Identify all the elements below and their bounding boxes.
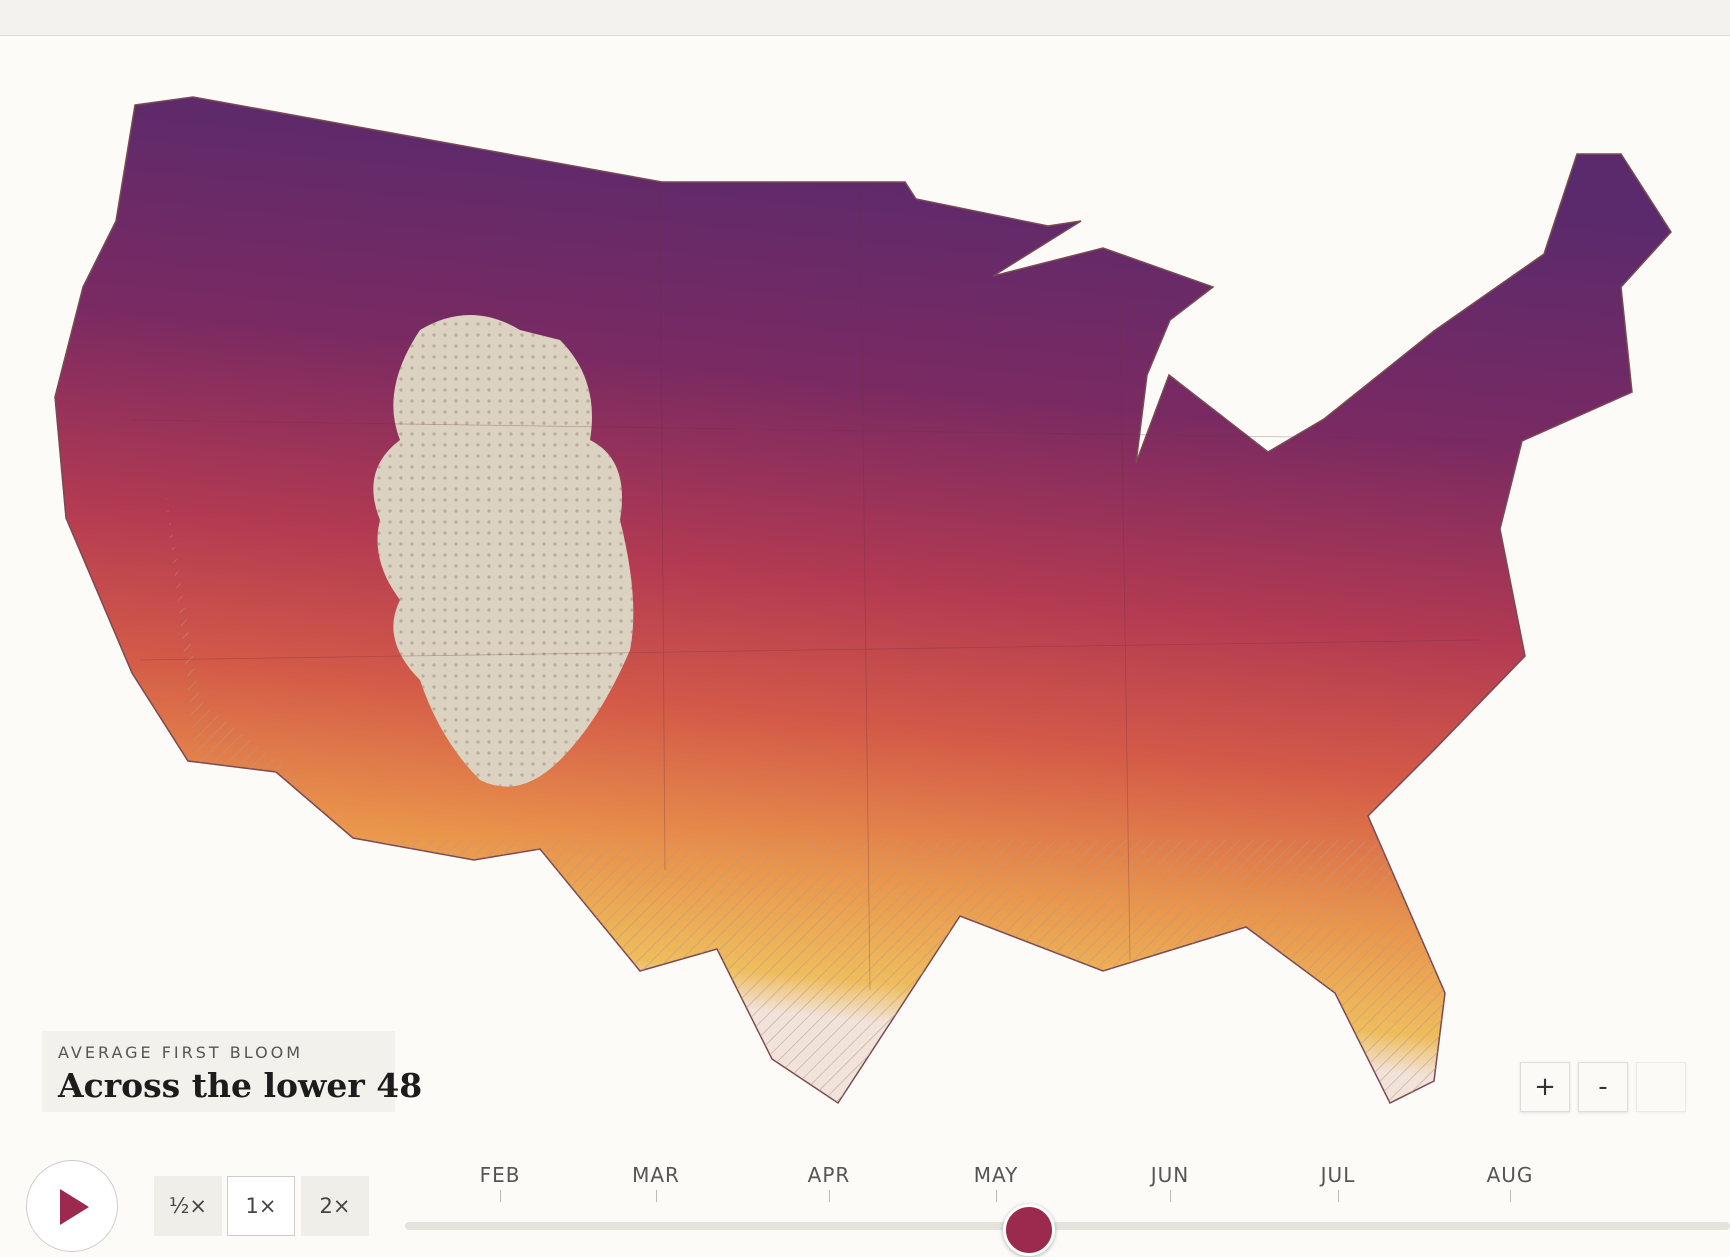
month-tick bbox=[1338, 1190, 1339, 1202]
legend-eyebrow: AVERAGE FIRST BLOOM bbox=[58, 1043, 304, 1062]
month-label: JUL bbox=[1320, 1163, 1356, 1187]
play-icon bbox=[60, 1189, 89, 1225]
zoom-in[interactable]: + bbox=[1520, 1062, 1570, 1112]
month-tick bbox=[656, 1190, 657, 1202]
month-tick bbox=[996, 1190, 997, 1202]
map-shape bbox=[54, 96, 1672, 1104]
month-label: MAY bbox=[973, 1163, 1019, 1187]
timeline-track[interactable] bbox=[405, 1222, 1730, 1230]
month-label: AUG bbox=[1486, 1163, 1534, 1187]
month-tick bbox=[1510, 1190, 1511, 1202]
speed-button[interactable]: 2× bbox=[301, 1176, 369, 1236]
timeline-thumb[interactable] bbox=[1003, 1204, 1055, 1256]
month-tick bbox=[1170, 1190, 1171, 1202]
play-button[interactable] bbox=[26, 1160, 118, 1252]
legend: AVERAGE FIRST BLOOM Across the lower 48 bbox=[42, 1031, 423, 1112]
month-tick bbox=[829, 1190, 830, 1202]
speed-button[interactable]: 1× bbox=[227, 1176, 295, 1236]
legend-title: Across the lower 48 bbox=[58, 1066, 423, 1105]
month-label: JUN bbox=[1150, 1163, 1190, 1187]
month-tick bbox=[500, 1190, 501, 1202]
top-bar bbox=[0, 0, 1730, 36]
zoom-out[interactable]: - bbox=[1578, 1062, 1628, 1112]
month-label: APR bbox=[807, 1163, 851, 1187]
bloom-map bbox=[54, 96, 1672, 1104]
speed-button[interactable]: ½× bbox=[154, 1176, 222, 1236]
month-label: MAR bbox=[632, 1163, 680, 1187]
zoom-reset[interactable] bbox=[1636, 1062, 1686, 1112]
month-label: FEB bbox=[479, 1163, 521, 1187]
